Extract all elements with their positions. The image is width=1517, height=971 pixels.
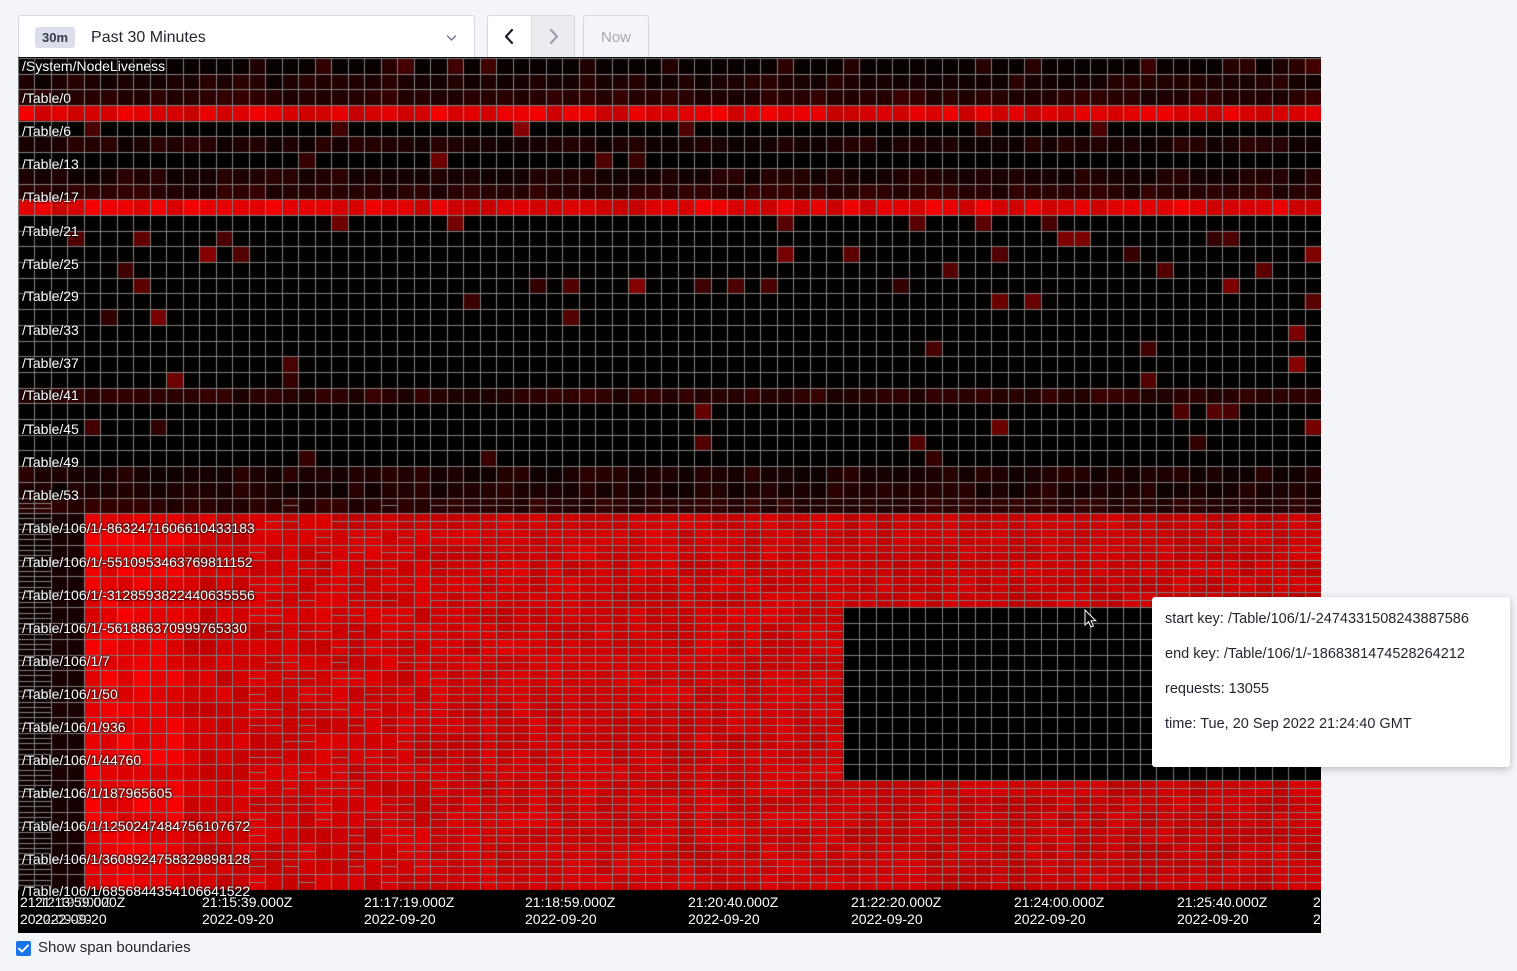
show-span-boundaries-checkbox[interactable] xyxy=(16,941,31,956)
toolbar: 30m Past 30 Minutes Now xyxy=(0,0,1517,60)
previous-interval-button[interactable] xyxy=(488,16,531,59)
chevron-left-icon xyxy=(501,27,518,49)
now-button-label: Now xyxy=(600,29,631,46)
heatmap-canvas[interactable] xyxy=(18,57,1321,933)
tooltip-requests: requests: 13055 xyxy=(1165,681,1269,697)
next-interval-button[interactable] xyxy=(531,16,574,59)
chevron-down-icon xyxy=(445,31,458,44)
show-span-boundaries-label[interactable]: Show span boundaries xyxy=(38,939,191,956)
footer: Show span boundaries xyxy=(0,933,1517,971)
tooltip-end-key: end key: /Table/106/1/-18683814745282642… xyxy=(1165,646,1465,662)
time-range-badge: 30m xyxy=(35,27,76,48)
tooltip-start-key: start key: /Table/106/1/-247433150824388… xyxy=(1165,611,1469,627)
time-range-select[interactable]: 30m Past 30 Minutes xyxy=(18,15,475,60)
chevron-right-icon xyxy=(545,27,562,49)
time-nav-group xyxy=(487,15,575,60)
check-icon xyxy=(18,944,29,953)
tooltip-time: time: Tue, 20 Sep 2022 21:24:40 GMT xyxy=(1165,716,1412,732)
now-button[interactable]: Now xyxy=(583,15,649,60)
key-visualizer-heatmap[interactable]: /System/NodeLiveness/Table/0/Table/6/Tab… xyxy=(18,57,1321,933)
heatmap-tooltip: start key: /Table/106/1/-247433150824388… xyxy=(1152,597,1510,767)
time-range-label: Past 30 Minutes xyxy=(91,28,206,46)
